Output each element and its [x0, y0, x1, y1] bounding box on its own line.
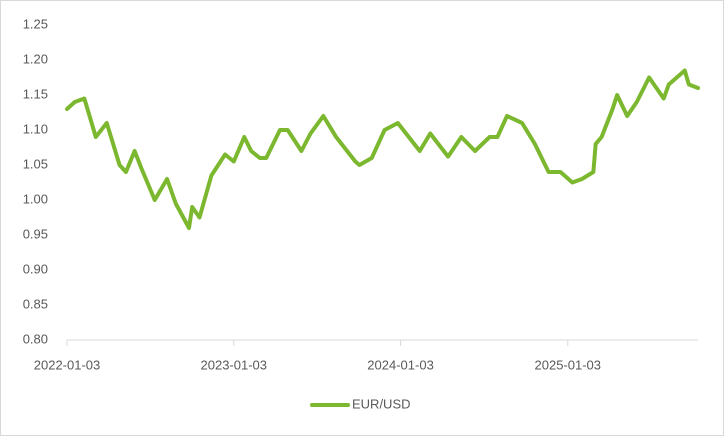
y-tick-label: 1.20 — [23, 51, 48, 66]
y-tick-label: 1.25 — [23, 16, 48, 31]
y-tick-label: 1.00 — [23, 191, 48, 206]
y-tick-label: 0.95 — [23, 226, 48, 241]
y-tick-label: 1.05 — [23, 156, 48, 171]
x-tick-label: 2022-01-03 — [34, 357, 101, 372]
y-tick-label: 1.15 — [23, 86, 48, 101]
y-tick-label: 0.80 — [23, 331, 48, 346]
y-tick-label: 0.90 — [23, 261, 48, 276]
y-tick-label: 0.85 — [23, 296, 48, 311]
y-tick-label: 1.10 — [23, 121, 48, 136]
series-line — [65, 68, 700, 230]
legend-label: EUR/USD — [352, 396, 411, 411]
x-tick-label: 2023-01-03 — [201, 357, 268, 372]
x-tick-label: 2024-01-03 — [367, 357, 434, 372]
x-tick-label: 2025-01-03 — [535, 357, 602, 372]
